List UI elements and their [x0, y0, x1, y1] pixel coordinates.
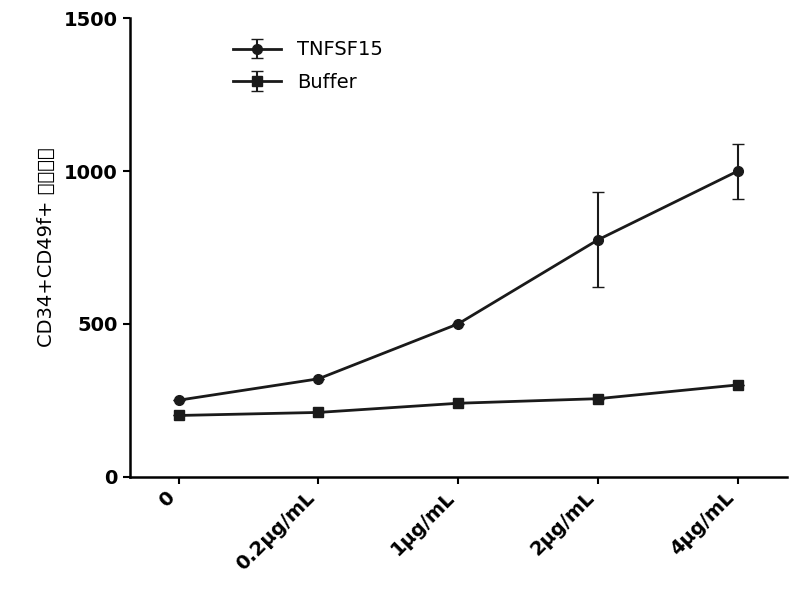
Legend: TNFSF15, Buffer: TNFSF15, Buffer [225, 32, 390, 100]
Y-axis label: CD34+CD49f+ 细胞数量: CD34+CD49f+ 细胞数量 [36, 148, 56, 347]
